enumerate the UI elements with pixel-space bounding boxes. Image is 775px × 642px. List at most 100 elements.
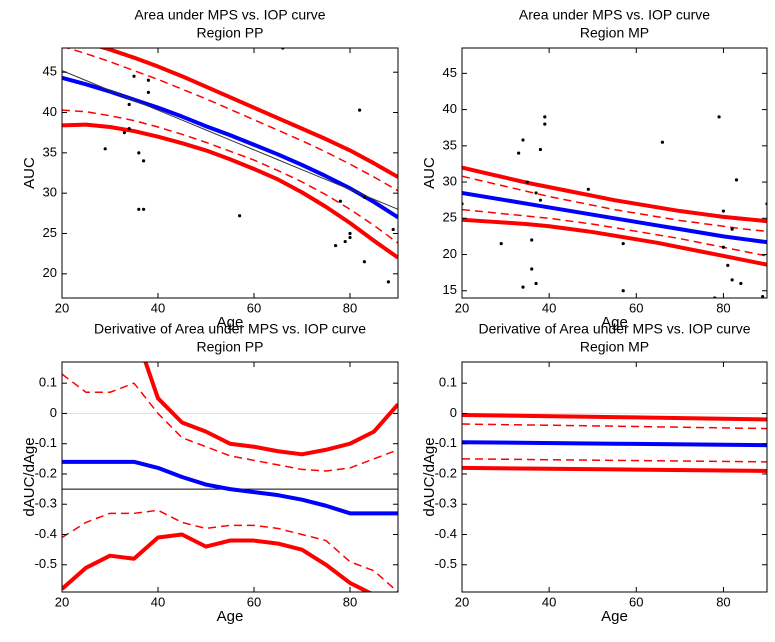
data-point [734, 178, 739, 182]
chart-title: Area under MPS vs. IOP curve [134, 7, 325, 23]
x-tick-label: 60 [629, 300, 643, 315]
y-axis-label: dAUC/dAge [21, 437, 38, 516]
curve [62, 373, 398, 472]
y-axis-label: AUC [21, 157, 38, 189]
plot-area [62, 48, 398, 284]
y-tick-label: 45 [43, 64, 57, 79]
chart-title: Derivative of Area under MPS vs. IOP cur… [94, 321, 366, 337]
data-point [517, 151, 521, 155]
subplot: Derivative of Area under MPS vs. IOP cur… [421, 321, 768, 625]
y-tick-label: -0.5 [35, 556, 57, 571]
y-tick-label: -0.3 [35, 496, 57, 511]
data-point [132, 74, 136, 78]
data-point [127, 102, 131, 107]
data-point [726, 263, 730, 267]
y-tick-label: 0 [450, 405, 457, 420]
chart-title: Derivative of Area under MPS vs. IOP cur… [478, 321, 750, 337]
axes-box [461, 361, 768, 593]
data-point [730, 227, 734, 231]
curve [462, 423, 767, 430]
x-tick-label: 20 [55, 594, 69, 609]
data-point [543, 115, 547, 119]
data-point [534, 191, 538, 195]
data-point [717, 115, 721, 119]
data-point [530, 238, 534, 242]
y-tick-label: -0.3 [435, 496, 457, 511]
y-axis-label: AUC [421, 157, 438, 189]
y-tick-label: 20 [443, 246, 457, 261]
data-point [343, 239, 347, 244]
curve [462, 412, 767, 422]
y-tick-label: 0.1 [439, 375, 457, 390]
x-tick-label: 80 [343, 300, 357, 315]
curve [462, 458, 767, 463]
x-tick-label: 60 [247, 594, 261, 609]
x-axis-label: Age [601, 314, 628, 331]
y-tick-label: -0.1 [35, 435, 57, 450]
data-point [543, 122, 547, 126]
data-point [386, 280, 390, 284]
y-tick-label: -0.4 [435, 526, 457, 541]
data-point [338, 199, 342, 203]
chart-subtitle: Region PP [197, 339, 264, 355]
curve [62, 70, 398, 210]
y-tick-label: 40 [43, 104, 57, 119]
x-tick-label: 20 [455, 300, 469, 315]
curve [62, 532, 373, 592]
subplot: Area under MPS vs. IOP curve Region PP Age… [21, 7, 399, 331]
subplot: Derivative of Area under MPS vs. IOP cur… [21, 321, 399, 625]
data-point [358, 108, 362, 112]
data-point [660, 140, 665, 144]
chart-subtitle: Region PP [197, 25, 264, 41]
x-tick-label: 20 [455, 594, 469, 609]
curve [143, 362, 398, 457]
data-point [391, 227, 395, 232]
y-tick-label: 45 [443, 65, 457, 80]
data-point [586, 187, 590, 191]
subplot: Area under MPS vs. IOP curve Region MP Age… [421, 7, 768, 331]
data-point [739, 281, 743, 286]
curve [62, 109, 398, 244]
x-tick-label: 40 [542, 300, 556, 315]
y-tick-label: -0.1 [435, 435, 457, 450]
y-tick-label: 30 [43, 185, 57, 200]
data-point [122, 131, 126, 135]
y-axis-label: dAUC/dAge [421, 437, 438, 516]
curve [462, 165, 767, 224]
data-point [146, 90, 150, 94]
data-point [362, 195, 366, 199]
x-tick-label: 40 [151, 300, 165, 315]
data-point [499, 242, 503, 246]
data-point [530, 267, 534, 271]
data-point [538, 198, 543, 202]
curve [462, 440, 767, 448]
plot-area [462, 412, 767, 473]
x-tick-label: 20 [55, 300, 69, 315]
plot-area [62, 362, 398, 592]
data-point [348, 231, 352, 236]
chart-subtitle: Region MP [580, 339, 649, 355]
y-tick-label: 0.1 [39, 375, 57, 390]
data-point [127, 127, 131, 131]
data-point [534, 281, 538, 286]
axes-box [61, 361, 399, 593]
x-tick-label: 80 [716, 594, 730, 609]
curve [97, 48, 398, 179]
x-axis-label: Age [217, 608, 244, 625]
data-point [521, 138, 525, 142]
x-axis-label: Age [601, 608, 628, 625]
y-tick-label: 35 [43, 144, 57, 159]
y-tick-label: 25 [443, 210, 457, 225]
data-point [142, 159, 146, 163]
curve [462, 175, 767, 233]
x-tick-label: 40 [151, 594, 165, 609]
data-point [525, 180, 529, 184]
data-point [730, 278, 734, 282]
curve [62, 122, 398, 260]
curve [62, 459, 398, 516]
curve [462, 190, 767, 245]
curve [462, 465, 767, 473]
data-point [621, 289, 625, 293]
